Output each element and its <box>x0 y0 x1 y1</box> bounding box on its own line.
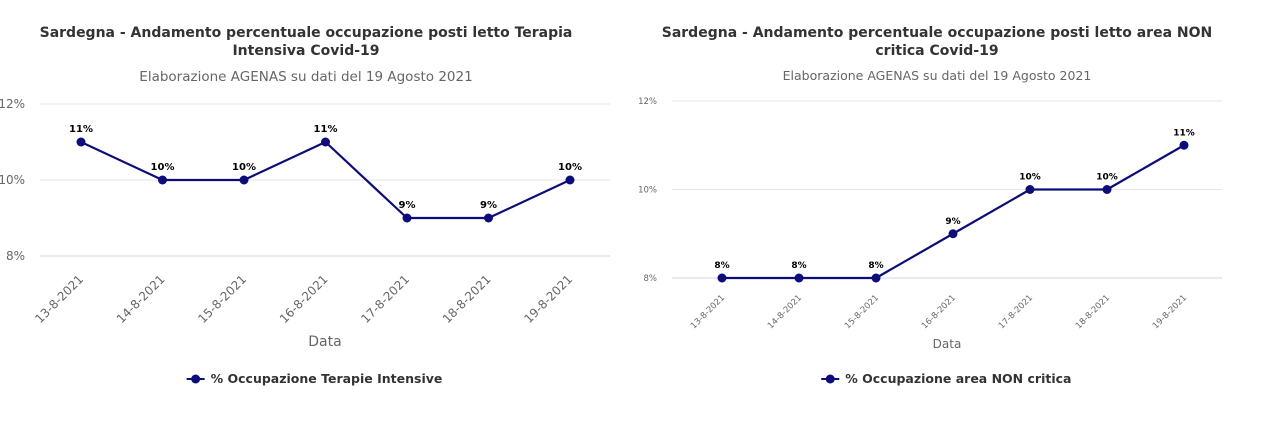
chart-title-line: Intensiva Covid-19 <box>232 43 379 59</box>
data-label: 11% <box>1173 128 1195 138</box>
data-point <box>1102 185 1112 194</box>
x-tick-label: 18-8-2021 <box>1074 293 1112 331</box>
data-point <box>794 273 804 283</box>
data-label: 9% <box>399 200 416 211</box>
data-point <box>402 213 412 223</box>
data-label: 9% <box>480 200 497 211</box>
chart-1: Sardegna - Andamento percentuale occupaz… <box>0 25 610 386</box>
data-point <box>871 273 881 283</box>
x-tick-label: 14-8-2021 <box>114 272 168 326</box>
y-tick-label: 12% <box>0 97 25 111</box>
chart-subtitle: Elaborazione AGENAS su dati del 19 Agost… <box>783 68 1092 83</box>
chart-subtitle: Elaborazione AGENAS su dati del 19 Agost… <box>139 69 472 85</box>
data-label: 10% <box>232 162 256 173</box>
data-point <box>1179 140 1189 150</box>
x-axis-title: Data <box>308 334 341 350</box>
chart-title-line: critica Covid-19 <box>875 43 998 59</box>
legend-marker <box>191 374 201 384</box>
data-label: 8% <box>791 261 806 271</box>
x-tick-label: 13-8-2021 <box>689 293 727 331</box>
y-tick-label: 8% <box>6 249 25 263</box>
data-point <box>717 273 727 283</box>
data-label: 9% <box>945 217 960 227</box>
x-tick-label: 17-8-2021 <box>358 272 412 326</box>
legend-item[interactable]: % Occupazione area NON critica <box>821 371 1071 386</box>
data-label: 10% <box>558 162 582 173</box>
legend-marker <box>825 374 835 384</box>
y-tick-label: 10% <box>638 185 657 195</box>
x-tick-label: 19-8-2021 <box>521 272 575 326</box>
data-label: 8% <box>868 261 883 271</box>
x-axis-title: Data <box>933 337 962 351</box>
data-label: 11% <box>69 124 93 135</box>
x-tick-label: 18-8-2021 <box>440 272 494 326</box>
chart-2: Sardegna - Andamento percentuale occupaz… <box>638 25 1222 386</box>
data-point <box>484 213 493 223</box>
data-label: 10% <box>151 162 175 173</box>
legend-label: % Occupazione Terapie Intensive <box>211 371 443 386</box>
x-tick-label: 19-8-2021 <box>1151 293 1189 331</box>
data-label: 11% <box>314 124 338 135</box>
x-tick-label: 13-8-2021 <box>32 272 86 326</box>
data-point <box>239 175 249 185</box>
x-tick-label: 16-8-2021 <box>920 293 958 331</box>
x-tick-label: 14-8-2021 <box>766 293 804 331</box>
data-point <box>76 137 86 147</box>
y-tick-label: 10% <box>0 173 25 187</box>
x-tick-label: 17-8-2021 <box>997 293 1035 331</box>
y-tick-label: 8% <box>644 274 658 284</box>
y-tick-label: 12% <box>638 97 657 107</box>
chart-title-line: Sardegna - Andamento percentuale occupaz… <box>662 25 1212 41</box>
data-label: 10% <box>1096 173 1118 183</box>
data-point <box>565 175 575 185</box>
data-point <box>158 175 167 185</box>
x-tick-label: 15-8-2021 <box>843 293 881 331</box>
x-tick-label: 15-8-2021 <box>195 272 249 326</box>
data-point <box>1025 185 1035 194</box>
data-label: 8% <box>714 261 729 271</box>
data-point <box>321 137 330 147</box>
legend-label: % Occupazione area NON critica <box>845 371 1071 386</box>
data-point <box>948 229 958 239</box>
data-label: 10% <box>1019 173 1041 183</box>
chart-title-line: Sardegna - Andamento percentuale occupaz… <box>40 25 573 41</box>
legend-item[interactable]: % Occupazione Terapie Intensive <box>186 371 443 386</box>
series-line <box>722 144 1185 280</box>
x-tick-label: 16-8-2021 <box>277 272 331 326</box>
